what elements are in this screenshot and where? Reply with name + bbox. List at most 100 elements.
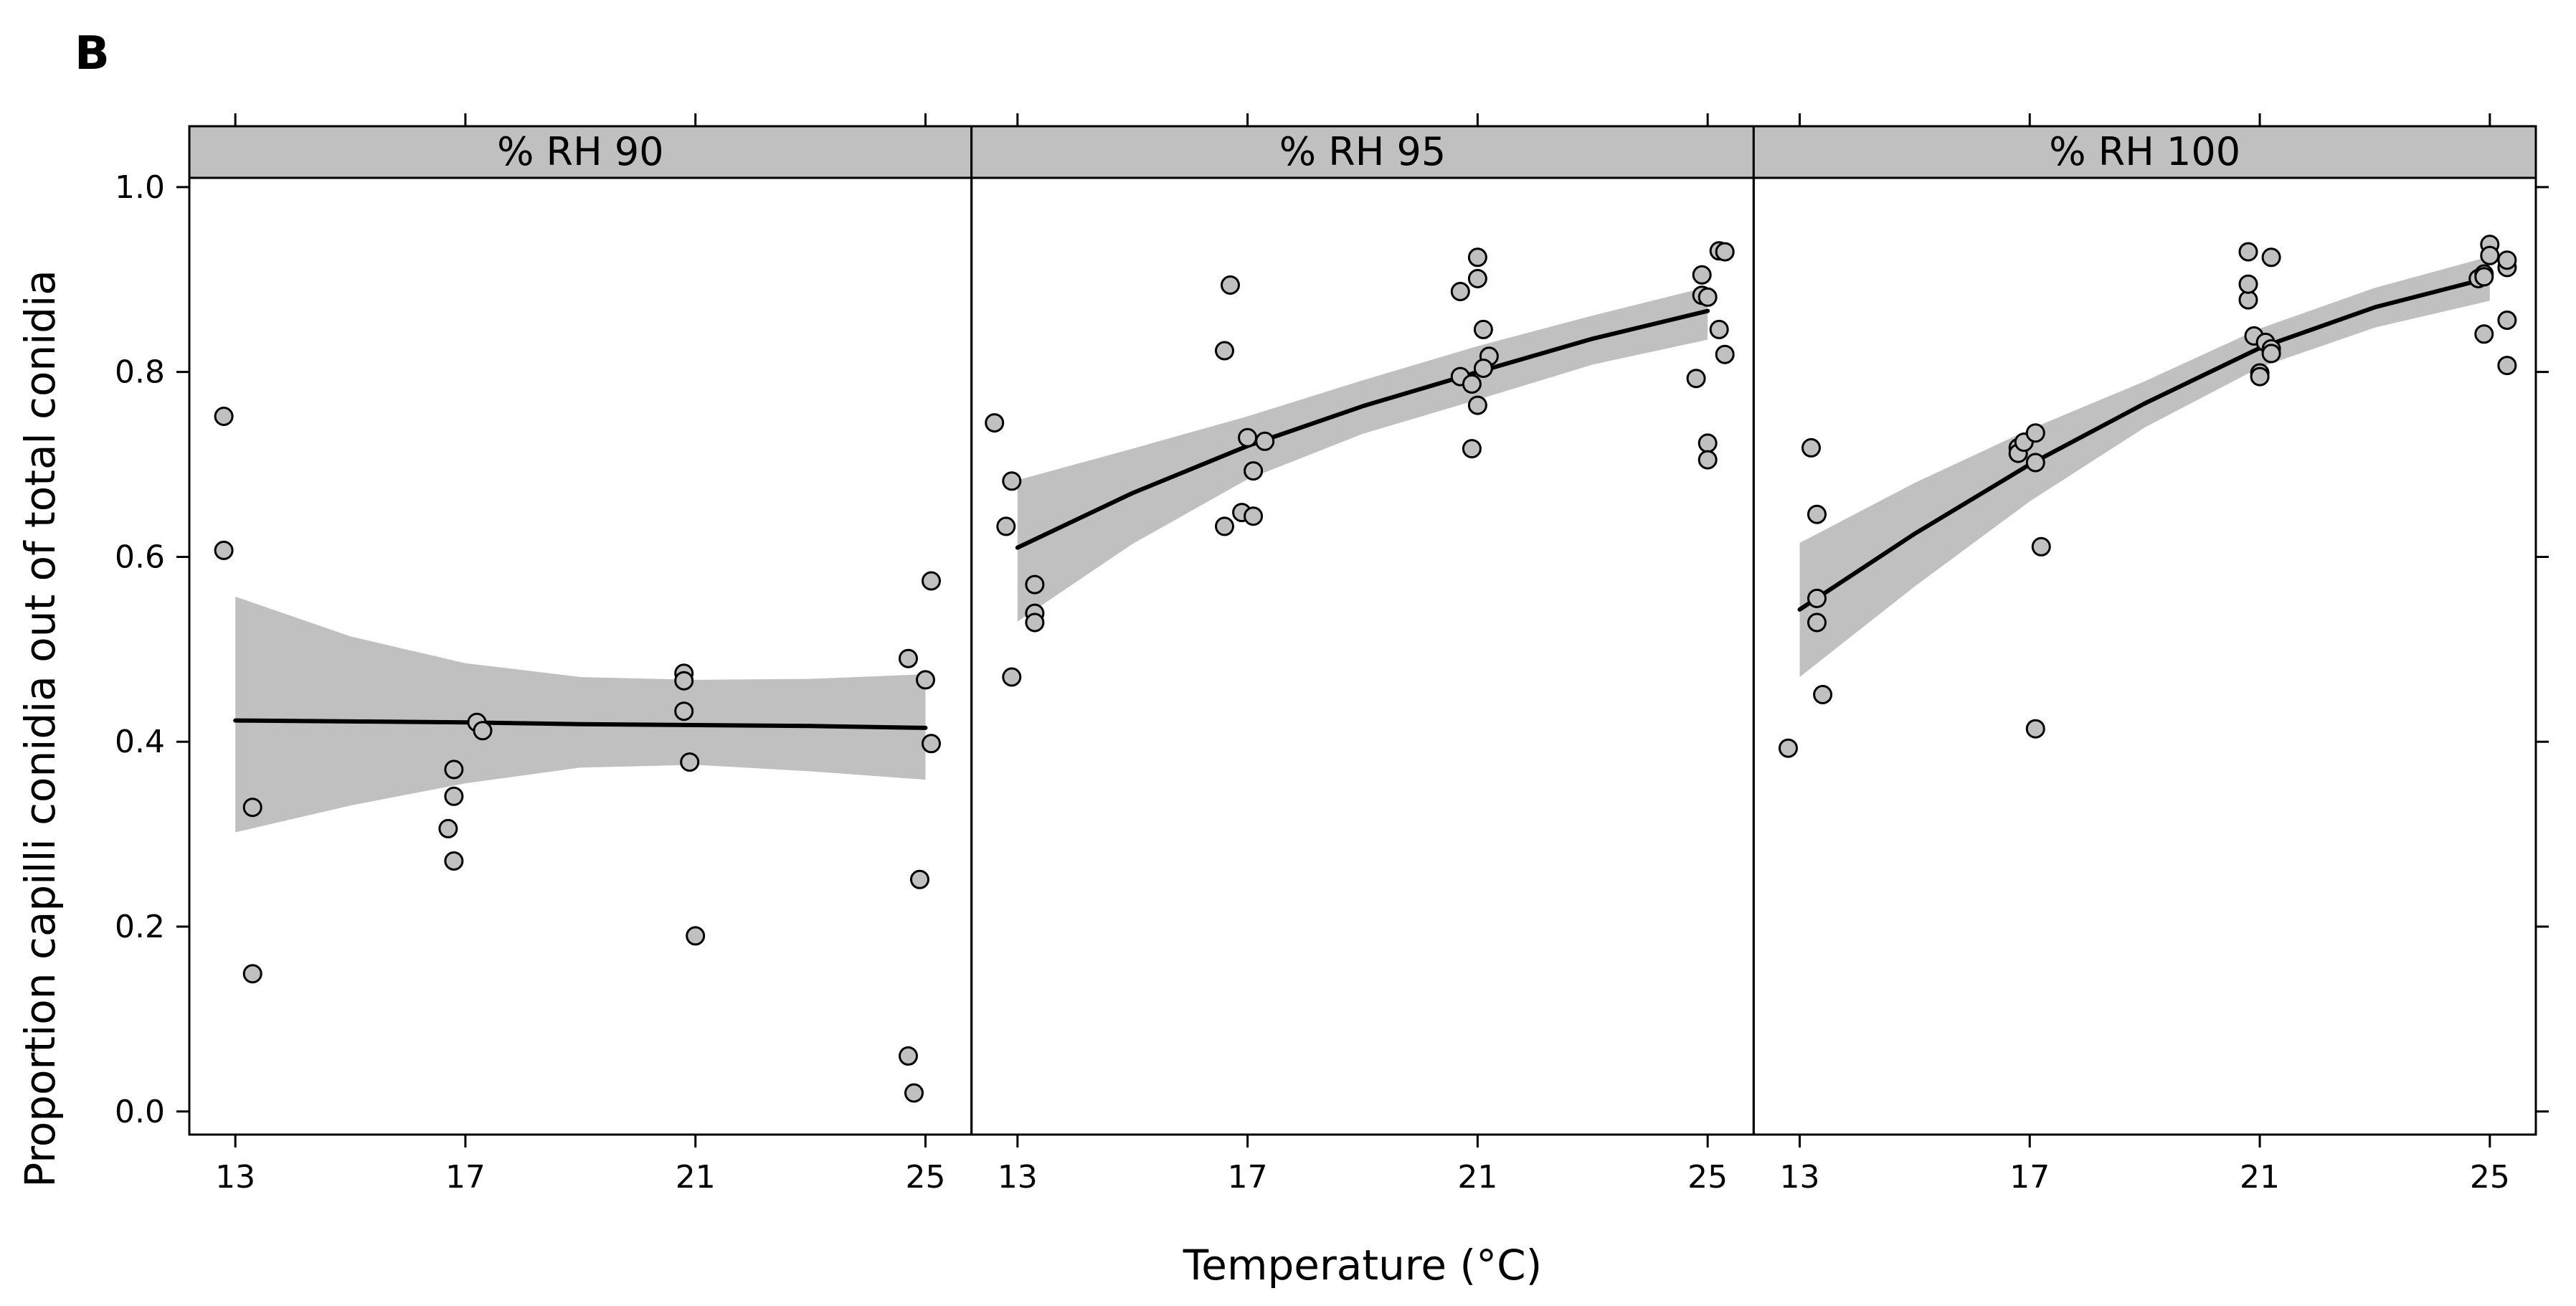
panel-2: % RH 95: [970, 125, 1755, 1136]
data-point: [1467, 269, 1487, 288]
data-point: [2261, 344, 2281, 364]
data-point: [2261, 247, 2281, 268]
data-point: [1025, 574, 1045, 595]
data-point: [674, 671, 694, 691]
data-point: [674, 701, 694, 721]
confidence-band: [1017, 287, 1708, 622]
panel-strip: [970, 125, 1755, 179]
data-point: [444, 786, 464, 806]
y-tick-label: 0.4: [115, 724, 165, 760]
data-point: [1255, 431, 1275, 451]
x-tick-label: 13: [215, 1159, 255, 1196]
fit-line: [1015, 308, 1710, 550]
data-point: [214, 407, 234, 426]
panel-3: % RH 100: [1752, 125, 2537, 1136]
data-point: [1807, 504, 1827, 524]
data-point: [1462, 374, 1482, 394]
data-point: [444, 760, 464, 780]
x-tick-label: 13: [1779, 1159, 1819, 1196]
panel-label: B: [75, 27, 110, 80]
data-point: [910, 869, 929, 889]
data-point: [2480, 245, 2500, 265]
fit-line: [1797, 275, 2492, 612]
data-point: [1813, 685, 1833, 704]
data-point: [1002, 471, 1022, 491]
data-point: [1467, 395, 1487, 415]
data-point: [1473, 319, 1493, 339]
panel-1: % RH 90: [188, 125, 973, 1136]
data-point: [2250, 366, 2270, 387]
data-point: [1215, 341, 1234, 361]
data-point: [1692, 265, 1712, 285]
x-tick-label: 25: [2470, 1159, 2510, 1196]
confidence-band: [1799, 256, 2490, 678]
data-point: [214, 540, 234, 560]
data-point: [1462, 439, 1482, 459]
axes-layer: 13 17 21 25 13 17 21 25 13 17 21 25 0.0 0.2 0.4 0.6 0.8 1…: [115, 113, 2549, 1196]
data-point: [904, 1083, 924, 1103]
data-point: [2025, 719, 2045, 739]
data-point: [473, 721, 493, 741]
data-point: [686, 926, 706, 946]
data-point: [1801, 437, 1821, 458]
panel-strip: [1752, 125, 2537, 179]
data-point: [1244, 461, 1264, 481]
y-tick-label: 1.0: [115, 169, 165, 206]
data-point: [1807, 588, 1827, 608]
data-point: [438, 818, 458, 838]
x-tick-label: 13: [998, 1159, 1038, 1196]
confidence-band: [235, 596, 926, 833]
data-point: [922, 734, 941, 754]
x-tick-label: 17: [445, 1159, 486, 1196]
data-point: [1215, 516, 1234, 536]
data-point: [1686, 369, 1706, 389]
x-axis-title: Temperature (°C): [1183, 1241, 1543, 1290]
x-tick-label: 25: [906, 1159, 946, 1196]
data-point: [922, 571, 941, 591]
data-point: [1807, 612, 1827, 633]
panel-strip: [188, 125, 973, 179]
data-point: [1697, 287, 1718, 307]
data-point: [1697, 433, 1718, 453]
data-point: [2474, 267, 2494, 287]
data-point: [2025, 423, 2045, 443]
y-tick-label: 0.0: [115, 1094, 165, 1130]
x-tick-label: 17: [1228, 1159, 1268, 1196]
data-point: [996, 516, 1016, 536]
data-point: [1467, 247, 1487, 268]
panels-layer: % RH 90 % RH 95 % RH 100: [188, 125, 2537, 1136]
data-point: [2497, 311, 2517, 330]
data-point: [444, 851, 464, 871]
data-point: [1715, 242, 1735, 262]
data-point: [1715, 344, 1735, 364]
data-point: [985, 413, 1005, 433]
fit-line: [233, 718, 928, 730]
x-tick-label: 25: [1687, 1159, 1728, 1196]
data-point: [2497, 356, 2517, 376]
x-tick-label: 17: [2009, 1159, 2050, 1196]
data-point: [242, 964, 262, 984]
panel-strip-label: % RH 90: [497, 129, 663, 174]
data-point: [1473, 359, 1493, 378]
x-tick-label: 21: [2240, 1159, 2280, 1196]
data-point: [899, 648, 918, 668]
data-point: [916, 670, 935, 690]
data-point: [1244, 506, 1264, 526]
data-point: [2497, 250, 2517, 270]
data-point: [2238, 242, 2258, 262]
panel-frame: [1752, 176, 2537, 1136]
data-point: [1709, 319, 1729, 339]
x-tick-label: 21: [676, 1159, 716, 1196]
data-point: [1221, 275, 1240, 295]
y-axis-title: Proportion capilli conidia out of total …: [16, 270, 65, 1188]
data-point: [1025, 612, 1045, 633]
data-point: [1002, 667, 1022, 687]
data-point: [242, 798, 262, 818]
data-point: [2238, 274, 2258, 294]
data-point: [2474, 324, 2494, 344]
data-point: [680, 752, 700, 772]
data-point: [1450, 282, 1470, 301]
y-tick-label: 0.8: [115, 354, 165, 391]
